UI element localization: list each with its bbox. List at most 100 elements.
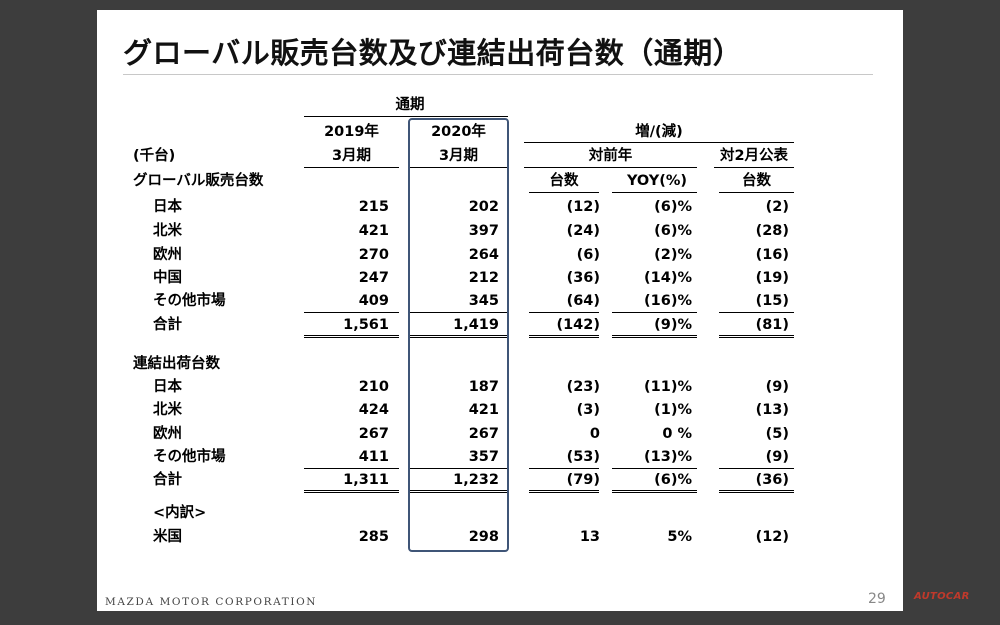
cell-2020: 397	[468, 223, 499, 239]
cell-diff: (53)	[566, 449, 600, 465]
cell-2019: 409	[358, 293, 389, 309]
cell-yoy: (14)%	[644, 270, 692, 286]
cell-diff: (79)	[566, 472, 600, 488]
cell-feb: (5)	[765, 426, 789, 442]
increase-underline	[524, 142, 794, 143]
subtotal-rule	[529, 468, 599, 469]
row-label: 米国	[153, 529, 182, 545]
cell-feb: (15)	[755, 293, 789, 309]
cell-diff: (24)	[566, 223, 600, 239]
units-feb-underline	[719, 192, 794, 193]
cell-diff: (64)	[566, 293, 600, 309]
cell-2020: 421	[468, 402, 499, 418]
company-footer: MAZDA MOTOR CORPORATION	[105, 596, 318, 608]
cell-2020: 187	[468, 379, 499, 395]
cell-2020: 212	[468, 270, 499, 286]
cell-yoy: (9)%	[654, 317, 692, 333]
cell-feb: (2)	[765, 199, 789, 215]
cell-yoy: (6)%	[654, 472, 692, 488]
total-double-rule	[529, 490, 599, 493]
cell-feb: (81)	[755, 317, 789, 333]
cell-2020: 1,419	[453, 317, 499, 333]
col-2019-month: 3月期	[331, 148, 372, 164]
subtotal-rule	[410, 468, 507, 469]
total-double-rule	[410, 490, 507, 493]
yoy-header: YOY(%)	[626, 173, 688, 189]
cell-2020: 357	[468, 449, 499, 465]
subtotal-rule	[612, 468, 697, 469]
total-double-rule	[529, 335, 599, 338]
cell-feb: (9)	[765, 449, 789, 465]
unit-label: (千台)	[133, 148, 176, 164]
row-label: 日本	[153, 379, 182, 395]
cell-diff: 13	[579, 529, 600, 545]
breakdown-label: <内訳>	[153, 505, 207, 521]
cell-2020: 1,232	[453, 472, 499, 488]
cell-2019: 411	[358, 449, 389, 465]
cell-yoy: (16)%	[644, 293, 692, 309]
subtotal-rule	[529, 312, 599, 313]
page-number: 29	[868, 591, 886, 607]
fy2020-highlight-box	[408, 118, 509, 552]
increase-header: 増/(減)	[635, 124, 683, 140]
cell-2020: 202	[468, 199, 499, 215]
subtotal-rule	[719, 312, 794, 313]
cell-2019: 215	[358, 199, 389, 215]
cell-yoy: (11)%	[644, 379, 692, 395]
period-header: 通期	[395, 97, 425, 113]
cell-yoy: (6)%	[654, 199, 692, 215]
cell-yoy: 0 %	[662, 426, 692, 442]
row-label: 中国	[153, 270, 182, 286]
subtotal-rule	[719, 468, 794, 469]
vs-prev-year-underline	[524, 167, 697, 168]
row-label: 欧州	[153, 247, 182, 263]
total-double-rule	[304, 490, 399, 493]
units-header: 台数	[549, 173, 579, 189]
yoy-underline	[612, 192, 697, 193]
slide: グローバル販売台数及び連結出荷台数（通期） 通期 2019年 2020年 増/(…	[97, 10, 903, 611]
col-2019-underline	[304, 167, 399, 168]
cell-diff: (6)	[576, 247, 600, 263]
cell-2020: 264	[468, 247, 499, 263]
cell-2019: 1,311	[343, 472, 389, 488]
cell-2020: 267	[468, 426, 499, 442]
cell-2019: 285	[358, 529, 389, 545]
cell-2020: 345	[468, 293, 499, 309]
total-double-rule	[719, 490, 794, 493]
subtotal-rule	[304, 468, 399, 469]
total-double-rule	[612, 335, 697, 338]
row-label: その他市場	[153, 449, 226, 465]
section-label-consolidated: 連結出荷台数	[133, 356, 220, 372]
total-double-rule	[304, 335, 399, 338]
cell-diff: (142)	[556, 317, 600, 333]
units-header-feb: 台数	[742, 173, 771, 189]
cell-yoy: (13)%	[644, 449, 692, 465]
period-underline	[304, 116, 508, 117]
slide-title: グローバル販売台数及び連結出荷台数（通期）	[123, 36, 743, 70]
vs-feb-header: 対2月公表	[719, 148, 789, 164]
cell-feb: (19)	[755, 270, 789, 286]
cell-2019: 267	[358, 426, 389, 442]
col-2020-year: 2020年	[431, 124, 486, 140]
row-label: 欧州	[153, 426, 182, 442]
cell-diff: (12)	[566, 199, 600, 215]
total-double-rule	[719, 335, 794, 338]
cell-feb: (36)	[755, 472, 789, 488]
cell-yoy: 5%	[667, 529, 692, 545]
cell-2019: 421	[358, 223, 389, 239]
subtotal-rule	[612, 312, 697, 313]
total-double-rule	[410, 335, 507, 338]
subtotal-rule	[410, 312, 507, 313]
cell-2019: 247	[358, 270, 389, 286]
cell-2019: 1,561	[343, 317, 389, 333]
cell-2019: 424	[358, 402, 389, 418]
cell-feb: (12)	[755, 529, 789, 545]
cell-2019: 210	[358, 379, 389, 395]
row-label: 北米	[153, 223, 182, 239]
row-label: その他市場	[153, 293, 226, 309]
cell-diff: (36)	[566, 270, 600, 286]
row-label: 合計	[153, 317, 182, 333]
cell-diff: (23)	[566, 379, 600, 395]
subtotal-rule	[304, 312, 399, 313]
cell-feb: (13)	[755, 402, 789, 418]
